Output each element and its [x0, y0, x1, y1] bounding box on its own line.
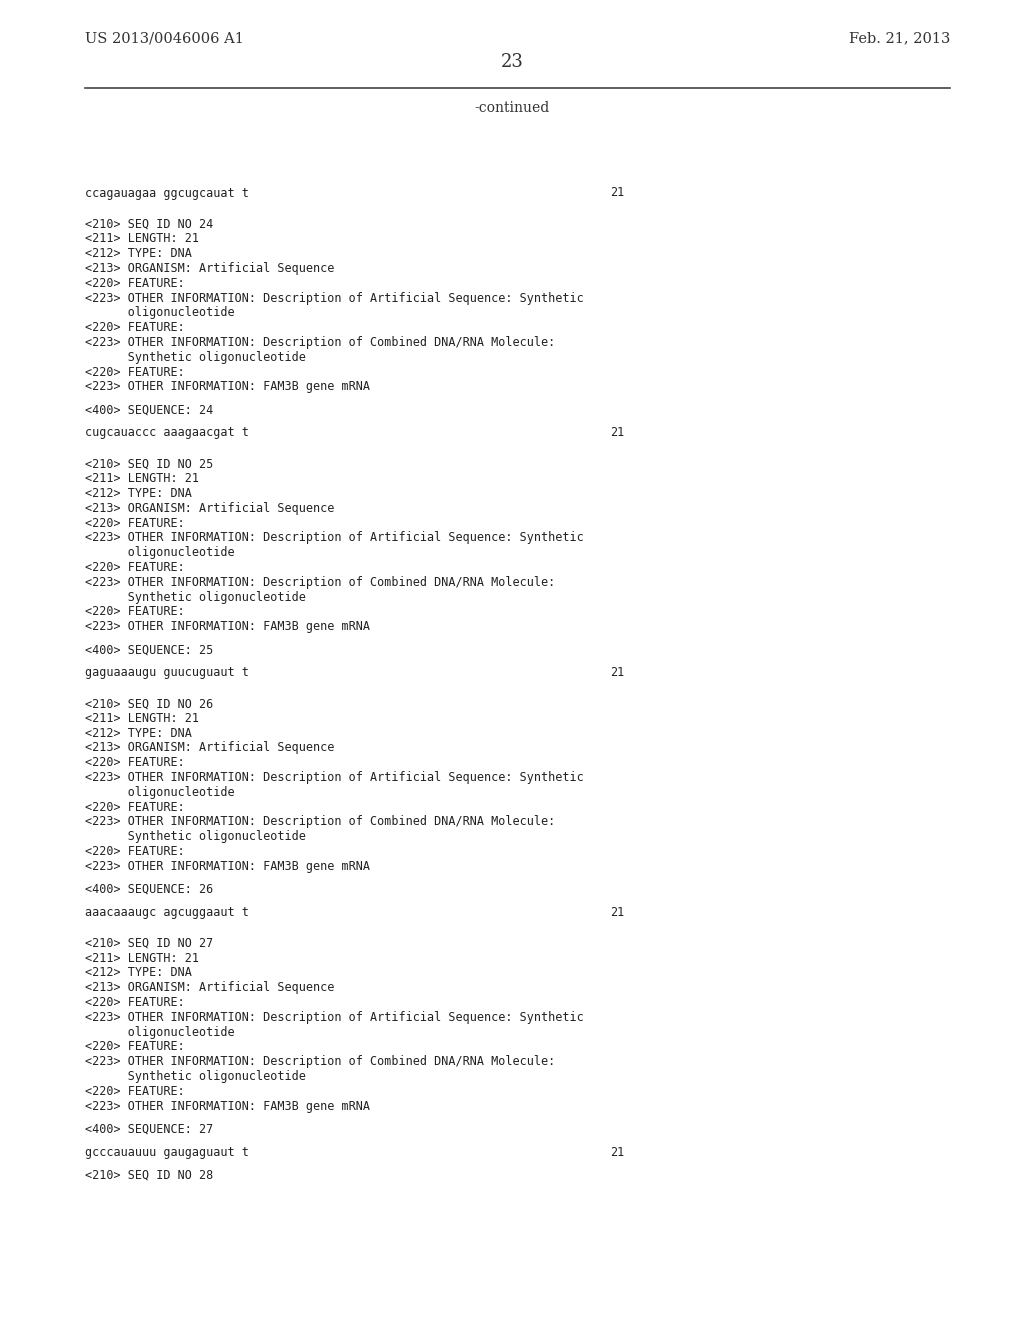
Text: gaguaaaugu guucuguaut t: gaguaaaugu guucuguaut t: [85, 667, 249, 678]
Text: ccagauagaa ggcugcauat t: ccagauagaa ggcugcauat t: [85, 186, 249, 199]
Text: 23: 23: [501, 53, 523, 71]
Text: <223> OTHER INFORMATION: FAM3B gene mRNA: <223> OTHER INFORMATION: FAM3B gene mRNA: [85, 620, 370, 634]
Text: <400> SEQUENCE: 26: <400> SEQUENCE: 26: [85, 883, 213, 896]
Text: <211> LENGTH: 21: <211> LENGTH: 21: [85, 711, 199, 725]
Text: <211> LENGTH: 21: <211> LENGTH: 21: [85, 232, 199, 246]
Text: <223> OTHER INFORMATION: Description of Artificial Sequence: Synthetic: <223> OTHER INFORMATION: Description of …: [85, 532, 584, 544]
Text: <212> TYPE: DNA: <212> TYPE: DNA: [85, 727, 191, 739]
Text: cugcauaccc aaagaacgat t: cugcauaccc aaagaacgat t: [85, 426, 249, 440]
Text: 21: 21: [610, 186, 625, 199]
Text: Synthetic oligonucleotide: Synthetic oligonucleotide: [85, 351, 306, 364]
Text: <213> ORGANISM: Artificial Sequence: <213> ORGANISM: Artificial Sequence: [85, 261, 335, 275]
Text: <400> SEQUENCE: 27: <400> SEQUENCE: 27: [85, 1122, 213, 1135]
Text: oligonucleotide: oligonucleotide: [85, 785, 234, 799]
Text: <220> FEATURE:: <220> FEATURE:: [85, 801, 184, 813]
Text: <223> OTHER INFORMATION: Description of Artificial Sequence: Synthetic: <223> OTHER INFORMATION: Description of …: [85, 771, 584, 784]
Text: <220> FEATURE:: <220> FEATURE:: [85, 756, 184, 770]
Text: 21: 21: [610, 667, 625, 678]
Text: <223> OTHER INFORMATION: Description of Combined DNA/RNA Molecule:: <223> OTHER INFORMATION: Description of …: [85, 576, 555, 589]
Text: <223> OTHER INFORMATION: Description of Combined DNA/RNA Molecule:: <223> OTHER INFORMATION: Description of …: [85, 1055, 555, 1068]
Text: <212> TYPE: DNA: <212> TYPE: DNA: [85, 966, 191, 979]
Text: Synthetic oligonucleotide: Synthetic oligonucleotide: [85, 590, 306, 603]
Text: <223> OTHER INFORMATION: FAM3B gene mRNA: <223> OTHER INFORMATION: FAM3B gene mRNA: [85, 859, 370, 873]
Text: <210> SEQ ID NO 28: <210> SEQ ID NO 28: [85, 1168, 213, 1181]
Text: <210> SEQ ID NO 25: <210> SEQ ID NO 25: [85, 457, 213, 470]
Text: <223> OTHER INFORMATION: FAM3B gene mRNA: <223> OTHER INFORMATION: FAM3B gene mRNA: [85, 1100, 370, 1113]
Text: <220> FEATURE:: <220> FEATURE:: [85, 1040, 184, 1053]
Text: <212> TYPE: DNA: <212> TYPE: DNA: [85, 487, 191, 500]
Text: US 2013/0046006 A1: US 2013/0046006 A1: [85, 30, 244, 45]
Text: aaacaaaugc agcuggaaut t: aaacaaaugc agcuggaaut t: [85, 906, 249, 919]
Text: Feb. 21, 2013: Feb. 21, 2013: [849, 30, 950, 45]
Text: Synthetic oligonucleotide: Synthetic oligonucleotide: [85, 830, 306, 843]
Text: 21: 21: [610, 426, 625, 440]
Text: <210> SEQ ID NO 24: <210> SEQ ID NO 24: [85, 218, 213, 231]
Text: <210> SEQ ID NO 26: <210> SEQ ID NO 26: [85, 697, 213, 710]
Text: <220> FEATURE:: <220> FEATURE:: [85, 321, 184, 334]
Text: <220> FEATURE:: <220> FEATURE:: [85, 997, 184, 1008]
Text: <223> OTHER INFORMATION: FAM3B gene mRNA: <223> OTHER INFORMATION: FAM3B gene mRNA: [85, 380, 370, 393]
Text: <223> OTHER INFORMATION: Description of Artificial Sequence: Synthetic: <223> OTHER INFORMATION: Description of …: [85, 1011, 584, 1024]
Text: <213> ORGANISM: Artificial Sequence: <213> ORGANISM: Artificial Sequence: [85, 981, 335, 994]
Text: gcccauauuu gaugaguaut t: gcccauauuu gaugaguaut t: [85, 1146, 249, 1159]
Text: 21: 21: [610, 1146, 625, 1159]
Text: <212> TYPE: DNA: <212> TYPE: DNA: [85, 247, 191, 260]
Text: <400> SEQUENCE: 24: <400> SEQUENCE: 24: [85, 404, 213, 416]
Text: <223> OTHER INFORMATION: Description of Combined DNA/RNA Molecule:: <223> OTHER INFORMATION: Description of …: [85, 337, 555, 348]
Text: <211> LENGTH: 21: <211> LENGTH: 21: [85, 473, 199, 486]
Text: <210> SEQ ID NO 27: <210> SEQ ID NO 27: [85, 937, 213, 950]
Text: <220> FEATURE:: <220> FEATURE:: [85, 516, 184, 529]
Text: oligonucleotide: oligonucleotide: [85, 1026, 234, 1039]
Text: <220> FEATURE:: <220> FEATURE:: [85, 845, 184, 858]
Text: oligonucleotide: oligonucleotide: [85, 306, 234, 319]
Text: <211> LENGTH: 21: <211> LENGTH: 21: [85, 952, 199, 965]
Text: <220> FEATURE:: <220> FEATURE:: [85, 277, 184, 290]
Text: -continued: -continued: [474, 102, 550, 115]
Text: <220> FEATURE:: <220> FEATURE:: [85, 561, 184, 574]
Text: <213> ORGANISM: Artificial Sequence: <213> ORGANISM: Artificial Sequence: [85, 742, 335, 755]
Text: <220> FEATURE:: <220> FEATURE:: [85, 1085, 184, 1098]
Text: oligonucleotide: oligonucleotide: [85, 546, 234, 560]
Text: <400> SEQUENCE: 25: <400> SEQUENCE: 25: [85, 643, 213, 656]
Text: <213> ORGANISM: Artificial Sequence: <213> ORGANISM: Artificial Sequence: [85, 502, 335, 515]
Text: <220> FEATURE:: <220> FEATURE:: [85, 606, 184, 618]
Text: <220> FEATURE:: <220> FEATURE:: [85, 366, 184, 379]
Text: 21: 21: [610, 906, 625, 919]
Text: <223> OTHER INFORMATION: Description of Artificial Sequence: Synthetic: <223> OTHER INFORMATION: Description of …: [85, 292, 584, 305]
Text: Synthetic oligonucleotide: Synthetic oligonucleotide: [85, 1071, 306, 1082]
Text: <223> OTHER INFORMATION: Description of Combined DNA/RNA Molecule:: <223> OTHER INFORMATION: Description of …: [85, 816, 555, 829]
